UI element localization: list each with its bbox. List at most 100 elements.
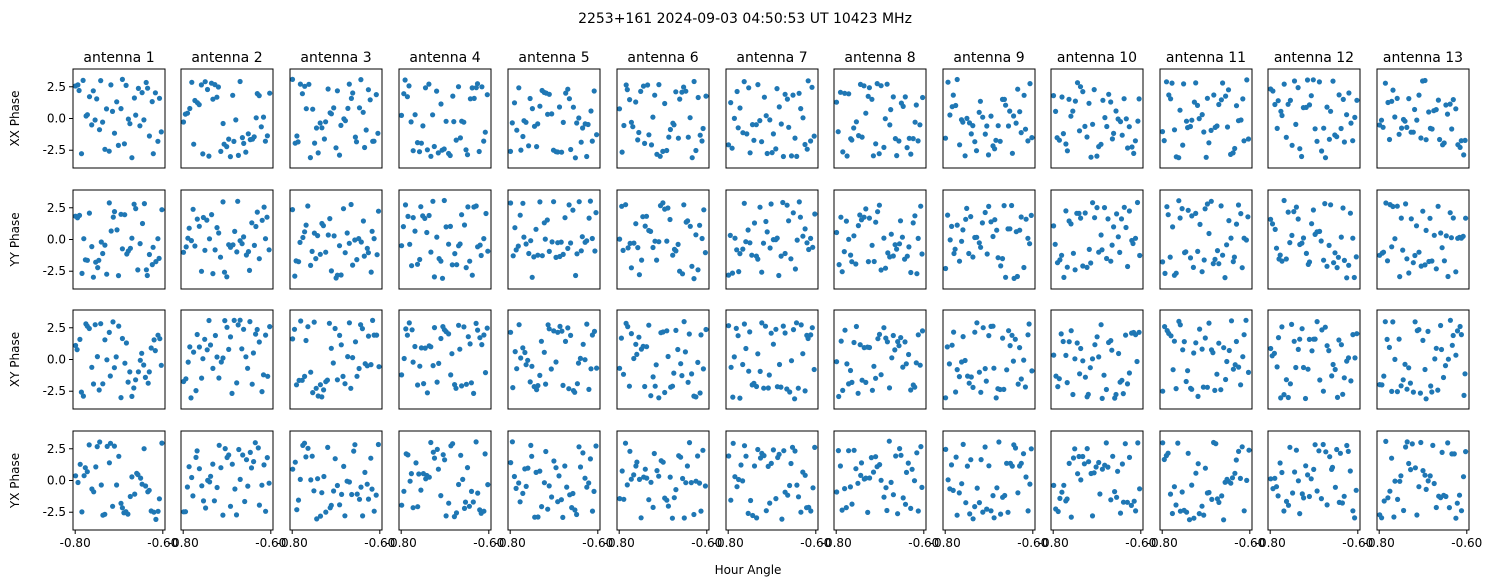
data-point (315, 476, 321, 482)
data-point (1350, 508, 1356, 514)
data-point (1236, 448, 1242, 454)
data-point (1431, 480, 1437, 487)
data-point (1191, 99, 1197, 105)
data-point (231, 317, 237, 323)
data-point (1136, 96, 1142, 102)
data-point (698, 332, 704, 338)
x-tick-label: -0.60 (473, 536, 504, 550)
data-point (352, 237, 358, 243)
data-point (700, 447, 706, 453)
data-point (352, 339, 359, 345)
data-point (141, 117, 147, 123)
data-point (787, 389, 793, 395)
data-point (187, 344, 193, 350)
data-point (1272, 475, 1278, 481)
data-point (1348, 378, 1354, 384)
data-point (1408, 467, 1414, 473)
data-point (245, 483, 251, 489)
data-point (1431, 232, 1437, 238)
data-point (788, 460, 794, 467)
data-point (82, 465, 88, 471)
data-point (345, 354, 351, 360)
data-point (766, 372, 772, 378)
data-point (735, 125, 741, 131)
data-point (1025, 138, 1031, 144)
data-point (481, 332, 487, 338)
data-point (753, 122, 759, 128)
data-point (628, 331, 635, 337)
data-point (994, 227, 1000, 233)
data-point (736, 269, 742, 275)
data-point (1195, 248, 1201, 254)
data-point (1241, 508, 1247, 514)
data-point (954, 512, 960, 518)
data-point (1344, 112, 1350, 118)
data-point (1275, 98, 1281, 104)
data-point (1300, 364, 1307, 371)
data-point (1216, 499, 1222, 505)
data-point (846, 448, 852, 454)
data-point (534, 144, 540, 150)
data-point (790, 327, 797, 333)
data-point (835, 448, 842, 454)
data-point (1390, 319, 1396, 325)
data-point (1347, 468, 1353, 474)
data-point (587, 456, 594, 462)
data-point (305, 324, 311, 330)
data-point (646, 322, 652, 328)
data-point (701, 207, 707, 213)
data-point (836, 262, 842, 268)
data-point (1301, 495, 1307, 501)
data-point (1103, 386, 1109, 393)
data-point (562, 338, 569, 344)
data-point (323, 119, 329, 125)
data-point (900, 103, 906, 109)
data-point (457, 135, 463, 141)
data-point (350, 262, 356, 268)
data-point (1429, 389, 1435, 395)
data-point (1350, 138, 1356, 144)
data-point (402, 77, 408, 83)
data-point (842, 90, 848, 96)
data-point (375, 208, 382, 214)
data-point (1348, 120, 1354, 126)
data-point (943, 395, 949, 401)
data-point (305, 203, 311, 209)
panel-r3-a2 (180, 309, 274, 410)
data-point (1332, 250, 1338, 256)
data-point (1189, 482, 1195, 488)
data-point (551, 199, 557, 205)
data-point (1398, 215, 1404, 221)
data-point (317, 513, 324, 519)
data-point (978, 389, 984, 395)
data-point (421, 381, 427, 387)
data-point (810, 244, 816, 250)
data-point (467, 258, 473, 264)
data-point (580, 341, 586, 347)
data-point (695, 453, 701, 459)
data-point (1218, 387, 1224, 393)
data-point (477, 242, 483, 248)
data-point (521, 234, 527, 240)
data-point (111, 130, 118, 136)
data-point (365, 250, 371, 256)
data-point (118, 106, 124, 112)
data-point (468, 380, 474, 386)
data-point (1108, 99, 1114, 105)
data-point (1445, 356, 1451, 362)
data-point (1134, 358, 1140, 365)
data-point (697, 132, 703, 138)
data-point (1291, 78, 1298, 84)
data-point (98, 239, 104, 245)
data-point (214, 94, 220, 100)
data-point (399, 243, 405, 249)
data-point (1341, 493, 1347, 499)
data-point (1009, 463, 1015, 469)
data-point (1126, 370, 1132, 376)
data-point (514, 366, 520, 372)
data-point (111, 365, 117, 371)
data-point (865, 93, 871, 99)
data-point (1287, 97, 1293, 103)
data-point (642, 383, 648, 390)
data-point (358, 77, 364, 83)
